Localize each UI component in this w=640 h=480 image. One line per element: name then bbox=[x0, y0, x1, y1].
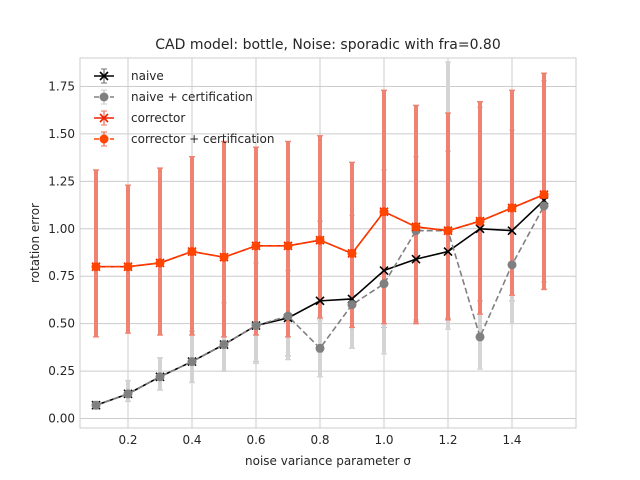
data-point-corrector-certification bbox=[507, 203, 517, 213]
x-tick-label: 1.0 bbox=[374, 433, 393, 447]
x-tick-label: 0.2 bbox=[118, 433, 137, 447]
data-point-naive-certification bbox=[219, 340, 229, 350]
data-point-naive-certification bbox=[91, 400, 101, 410]
data-point-corrector-certification bbox=[315, 235, 325, 245]
legend-label: corrector bbox=[131, 111, 185, 125]
data-point-naive bbox=[315, 296, 325, 306]
data-point-naive-certification bbox=[475, 332, 485, 342]
legend-marker bbox=[99, 92, 109, 102]
data-point-naive-certification bbox=[315, 343, 325, 353]
legend-marker bbox=[99, 71, 109, 81]
y-tick-label: 1.50 bbox=[48, 127, 75, 141]
y-tick-label: 1.00 bbox=[48, 222, 75, 236]
y-tick-label: 0.50 bbox=[48, 317, 75, 331]
y-tick-label: 1.75 bbox=[48, 79, 75, 93]
x-ticks: 0.2 0.4 0.6 0.8 1.0 1.2 1.4 bbox=[118, 433, 521, 447]
data-point-naive bbox=[411, 254, 421, 264]
data-point-naive bbox=[475, 224, 485, 234]
data-point-naive-certification bbox=[251, 321, 261, 331]
grid bbox=[80, 58, 576, 428]
data-point-corrector-certification bbox=[123, 262, 133, 272]
data-point-corrector-certification bbox=[475, 216, 485, 226]
data-point-corrector-certification bbox=[283, 241, 293, 251]
data-point-corrector-certification bbox=[443, 226, 453, 236]
data-point-naive-certification bbox=[123, 389, 133, 399]
data-point-naive-certification bbox=[507, 260, 517, 270]
y-tick-label: 0.25 bbox=[48, 364, 75, 378]
data-point-corrector-certification bbox=[539, 190, 549, 200]
data-point-naive-certification bbox=[379, 279, 389, 289]
data-point-naive-certification bbox=[187, 357, 197, 367]
data-point-corrector-certification bbox=[91, 262, 101, 272]
chart-title: CAD model: bottle, Noise: sporadic with … bbox=[155, 37, 501, 53]
x-axis-label: noise variance parameter σ bbox=[245, 454, 411, 468]
data-point-naive bbox=[443, 246, 453, 257]
x-tick-label: 1.2 bbox=[438, 433, 457, 447]
series-markers bbox=[91, 190, 549, 410]
y-tick-label: 0.75 bbox=[48, 269, 75, 283]
plot-frame bbox=[79, 57, 577, 429]
data-point-corrector-certification bbox=[187, 247, 197, 257]
legend-label: naive + certification bbox=[131, 90, 253, 104]
data-point-corrector-certification bbox=[411, 222, 421, 232]
data-point-corrector-certification bbox=[379, 207, 389, 217]
data-point-naive-certification bbox=[539, 201, 549, 211]
y-axis-label: rotation error bbox=[28, 203, 42, 283]
data-point-naive bbox=[379, 265, 389, 276]
legend-label: corrector + certification bbox=[131, 132, 274, 146]
legend-marker bbox=[99, 113, 109, 123]
data-point-naive-certification bbox=[283, 311, 293, 321]
y-ticks: 0.00 0.25 0.50 0.75 1.00 1.25 1.50 1.75 bbox=[48, 79, 75, 425]
y-tick-label: 0.00 bbox=[48, 412, 75, 426]
data-point-naive-certification bbox=[155, 372, 165, 382]
data-point-corrector-certification bbox=[219, 252, 229, 262]
x-tick-label: 0.6 bbox=[246, 433, 265, 447]
data-point-naive-certification bbox=[347, 300, 357, 310]
data-point-corrector-certification bbox=[251, 241, 261, 251]
data-point-corrector-certification bbox=[155, 258, 165, 268]
x-tick-label: 0.8 bbox=[310, 433, 329, 447]
x-tick-label: 1.4 bbox=[502, 433, 521, 447]
x-tick-label: 0.4 bbox=[182, 433, 201, 447]
data-point-naive bbox=[507, 226, 517, 236]
y-tick-label: 1.25 bbox=[48, 174, 75, 188]
data-point-corrector-certification bbox=[347, 248, 357, 258]
legend: naive naive + certification corrector corre… bbox=[94, 68, 274, 147]
legend-label: naive bbox=[131, 69, 164, 83]
legend-marker bbox=[99, 134, 109, 144]
